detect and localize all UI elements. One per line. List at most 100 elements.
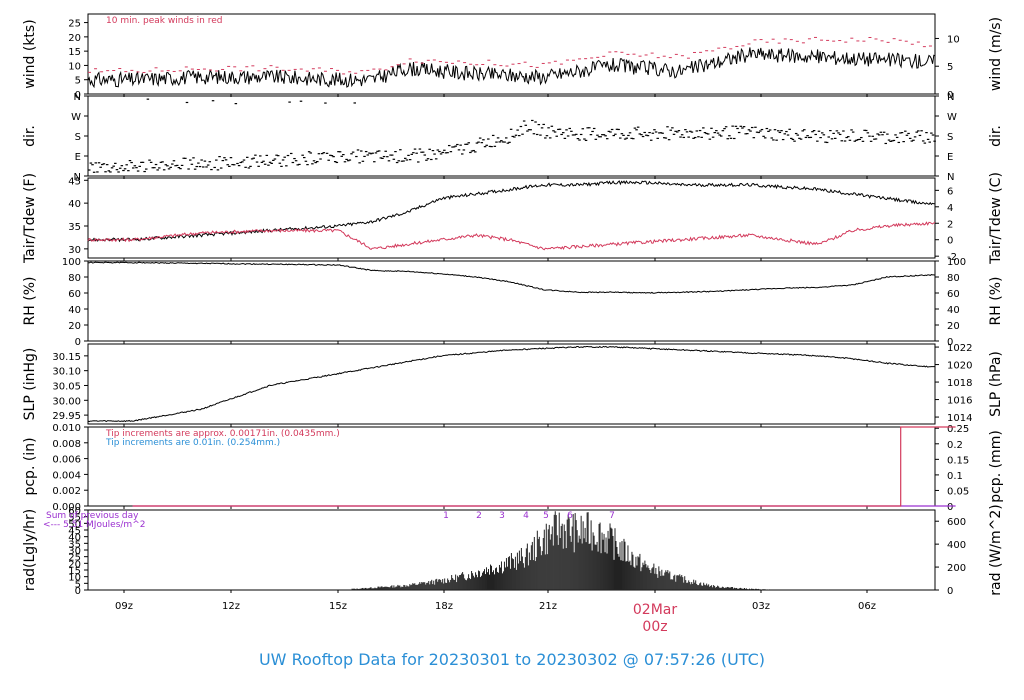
rad-ytick-left-label: 20 bbox=[68, 559, 81, 570]
rh-ytick-left-label: 0 bbox=[75, 337, 81, 348]
dir-ytick-left-label: E bbox=[75, 152, 81, 163]
pcp-annotation: Tip increments are 0.01in. (0.254mm.) bbox=[105, 438, 280, 448]
rh-ytick-left-label: 100 bbox=[62, 257, 81, 268]
rad-hour-marker: 3 bbox=[499, 511, 505, 521]
rh-series-0 bbox=[87, 261, 936, 294]
rad-ytick-right-label: 0 bbox=[947, 586, 953, 597]
rad-ytick-left-label: 0 bbox=[75, 586, 81, 597]
slp-ytick-right-label: 1018 bbox=[947, 378, 972, 389]
temp-series-1 bbox=[87, 221, 936, 251]
rh-ytick-right-label: 60 bbox=[947, 289, 960, 300]
wind-ytick-left-label: 10 bbox=[68, 61, 81, 72]
time-tick-label: 21z bbox=[539, 601, 557, 612]
wind-ytick-left-label: 25 bbox=[68, 19, 81, 30]
rh-ylabel-right: RH (%) bbox=[988, 277, 1004, 326]
slp-series-0 bbox=[87, 345, 935, 423]
time-tick-label: 18z bbox=[435, 601, 453, 612]
dir-ytick-right-label: E bbox=[947, 152, 953, 163]
footer-title: UW Rooftop Data for 20230301 to 20230302… bbox=[259, 650, 765, 669]
temp-ytick-right-label: -2 bbox=[947, 252, 957, 263]
rad-ytick-left-label: 30 bbox=[68, 546, 81, 557]
wind-ylabel-left: wind (kts) bbox=[22, 19, 38, 88]
wind-ylabel-right: wind (m/s) bbox=[988, 17, 1004, 91]
wind-ytick-left-label: 5 bbox=[75, 76, 81, 87]
pcp-ytick-left-label: 0.000 bbox=[52, 502, 81, 513]
dir-ytick-left-label: S bbox=[75, 132, 81, 143]
dir-ytick-left-label: N bbox=[74, 172, 81, 183]
temp-ytick-right-label: 6 bbox=[947, 186, 953, 197]
slp-frame bbox=[87, 343, 936, 425]
time-tick-label: 15z bbox=[329, 601, 347, 612]
wind-ytick-left-label: 15 bbox=[68, 47, 81, 58]
panel-rh: RH (%) RH (%) 0 20 40 60 80 100 0 20 40 60 80 100 bbox=[22, 257, 1004, 348]
rad-ytick-left-label: 55 bbox=[68, 513, 81, 524]
panel-slp: SLP (inHg) SLP (hPa) 29.95 30.00 30.05 30.10 3… bbox=[22, 343, 1004, 427]
slp-ytick-right-label: 1022 bbox=[947, 343, 972, 354]
wind-ytick-right-label: 10 bbox=[947, 34, 960, 45]
temp-frame bbox=[87, 177, 936, 259]
wind-annotation: 10 min. peak winds in red bbox=[106, 16, 223, 26]
pcp-ytick-right-label: 0.05 bbox=[947, 486, 969, 497]
wind-frame bbox=[87, 13, 936, 95]
wind-ytick-right-label: 0 bbox=[947, 90, 953, 101]
rad-ytick-left-label: 50 bbox=[68, 519, 81, 530]
rh-ytick-right-label: 80 bbox=[947, 273, 960, 284]
pcp-ytick-left-label: 0.004 bbox=[52, 470, 81, 481]
pcp-ytick-right-label: 0.1 bbox=[947, 471, 963, 482]
slp-ytick-left-label: 30.05 bbox=[52, 381, 81, 392]
rad-ylabel-right: rad (W/m^2) bbox=[988, 504, 1004, 595]
slp-ytick-left-label: 30.10 bbox=[52, 367, 81, 378]
dir-ytick-right-label: N bbox=[947, 92, 954, 103]
slp-ytick-left-label: 29.95 bbox=[52, 411, 81, 422]
dir-ytick-right-label: S bbox=[947, 132, 953, 143]
pcp-ytick-right-label: 0.2 bbox=[947, 440, 963, 451]
rad-ytick-left-label: 10 bbox=[68, 573, 81, 584]
time-axis: 09z 12z 15z 18z 21z 03z 06z bbox=[115, 601, 876, 612]
slp-ylabel-right: SLP (hPa) bbox=[988, 351, 1004, 417]
temp-ytick-right-label: 2 bbox=[947, 219, 953, 230]
slp-ytick-right-label: 1016 bbox=[947, 396, 972, 407]
dir-ytick-left-label: W bbox=[71, 112, 81, 123]
rad-hour-marker: 5 bbox=[543, 511, 549, 521]
rad-ytick-left-label: 25 bbox=[68, 553, 81, 564]
rad-hour-marker: 2 bbox=[476, 511, 482, 521]
rad-ytick-left-label: 5 bbox=[75, 579, 81, 590]
panel-wind: wind (kts) wind (m/s) 0 5 10 15 20 25 0 5 10 10 min… bbox=[22, 13, 1004, 101]
wind-ytick-left-label: 0 bbox=[75, 90, 81, 101]
rh-ytick-left-label: 20 bbox=[68, 321, 81, 332]
rad-ytick-right-label: 600 bbox=[947, 517, 966, 528]
rad-hour-marker: 6 bbox=[567, 511, 573, 521]
slp-ytick-left-label: 30.15 bbox=[52, 352, 81, 363]
dir-ylabel-left: dir. bbox=[22, 125, 38, 147]
temp-ylabel-left: Tair/Tdew (F) bbox=[22, 173, 38, 264]
rh-frame bbox=[87, 260, 936, 342]
temp-ytick-left-label: 30 bbox=[68, 245, 81, 256]
day-marker-label: 02Mar bbox=[633, 602, 677, 618]
slp-ytick-left-label: 30.00 bbox=[52, 396, 81, 407]
rh-ytick-left-label: 60 bbox=[68, 289, 81, 300]
rh-ylabel-left: RH (%) bbox=[22, 277, 38, 326]
pcp-ylabel-right: pcp. (mm) bbox=[988, 430, 1004, 503]
time-tick-label: 12z bbox=[222, 601, 240, 612]
temp-ytick-left-label: 45 bbox=[68, 176, 81, 187]
pcp-annotation: Tip increments are approx. 0.00171in. (0… bbox=[105, 429, 340, 439]
rad-ytick-right-label: 200 bbox=[947, 563, 966, 574]
time-tick-label: 03z bbox=[752, 601, 770, 612]
pcp-ytick-left-label: 0.008 bbox=[52, 439, 81, 450]
pcp-ytick-right-label: 0.15 bbox=[947, 455, 969, 466]
rad-hour-marker: 4 bbox=[523, 511, 529, 521]
panel-temp: Tair/Tdew (F) Tair/Tdew (C) 30 35 40 45 -2 0 2 4 6 bbox=[22, 172, 1004, 265]
rh-ytick-right-label: 20 bbox=[947, 321, 960, 332]
temp-ytick-left-label: 35 bbox=[68, 222, 81, 233]
pcp-ytick-right-label: 0 bbox=[947, 502, 953, 513]
pcp-ylabel-left: pcp. (in) bbox=[22, 437, 38, 495]
panel-pcp: pcp. (in) pcp. (mm) 0.000 0.002 0.004 0.006 0.… bbox=[22, 423, 1004, 513]
pcp-ytick-left-label: 0.006 bbox=[52, 455, 81, 466]
rh-ytick-right-label: 0 bbox=[947, 337, 953, 348]
rad-hour-marker: 1 bbox=[443, 511, 449, 521]
rad-annotation: Sum of previous day bbox=[46, 511, 139, 521]
rad-hour-marker: 7 bbox=[609, 511, 615, 521]
temp-ytick-right-label: 4 bbox=[947, 203, 953, 214]
panel-rad: rad(Lgly/hr) rad (W/m^2)05101520253035404… bbox=[22, 504, 1004, 597]
